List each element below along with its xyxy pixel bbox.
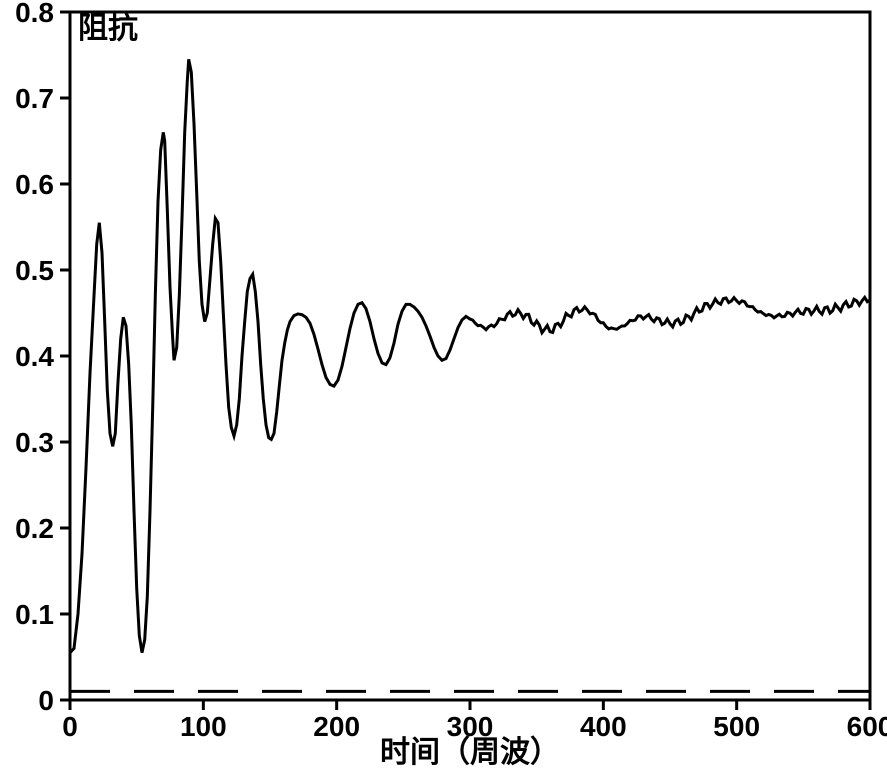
impedance-series	[70, 59, 870, 652]
y-tick-label: 0	[38, 685, 54, 716]
y-tick-label: 0.7	[15, 83, 54, 114]
y-tick-label: 0.5	[15, 255, 54, 286]
y-tick-label: 0.6	[15, 169, 54, 200]
x-tick-label: 200	[313, 711, 360, 742]
y-tick-label: 0.8	[15, 0, 54, 28]
plot-box	[70, 12, 870, 700]
chart-container: 010020030040050060000.10.20.30.40.50.60.…	[0, 0, 887, 768]
line-chart: 010020030040050060000.10.20.30.40.50.60.…	[0, 0, 887, 768]
x-tick-label: 600	[847, 711, 887, 742]
y-tick-label: 0.4	[15, 341, 54, 372]
x-tick-label: 100	[180, 711, 227, 742]
x-tick-label: 400	[580, 711, 627, 742]
y-tick-label: 0.3	[15, 427, 54, 458]
x-axis-title: 时间（周波）	[380, 735, 560, 768]
y-tick-label: 0.2	[15, 513, 54, 544]
y-tick-label: 0.1	[15, 599, 54, 630]
y-axis-title: 阻抗	[78, 11, 138, 45]
x-tick-label: 500	[713, 711, 760, 742]
x-tick-label: 0	[62, 711, 78, 742]
